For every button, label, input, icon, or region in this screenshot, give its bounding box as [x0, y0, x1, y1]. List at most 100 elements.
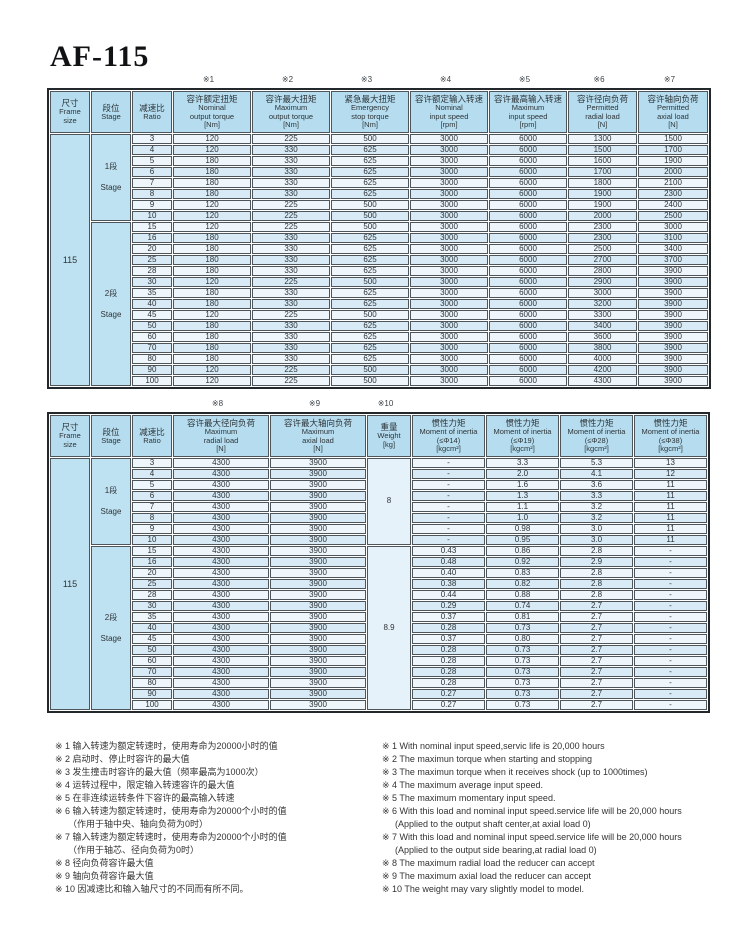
value-cell: 625 [331, 144, 409, 155]
table-row: 80 180 330 625 3000 6000 4000 3900 [50, 353, 708, 364]
value-cell: 330 [252, 232, 330, 243]
table-row: 25 4300 3900 0.38 0.82 2.8- [50, 578, 707, 589]
footnote-line: ※ 4 The maximum average input speed. [382, 780, 543, 790]
value-cell: 4300 [173, 578, 269, 589]
footnotes-chinese: ※ 1 输入转速为额定转速时，使用寿命为20000小时的值 ※ 2 启动时、停止时… [55, 740, 375, 896]
value-cell: 500 [331, 199, 409, 210]
value-cell: 120 [173, 199, 251, 210]
value-cell: 2.8 [560, 567, 633, 578]
value-cell: 3900 [638, 342, 708, 353]
value-cell: - [634, 589, 707, 600]
footnote-line: ※ 10 The weight may vary slightly model … [382, 884, 584, 894]
value-cell: 180 [173, 320, 251, 331]
ratio-cell: 20 [132, 567, 172, 578]
value-cell: 0.28 [412, 644, 485, 655]
value-cell: 625 [331, 298, 409, 309]
value-cell: 2.7 [560, 633, 633, 644]
stage-label-zh: 2段 [104, 612, 118, 622]
value-cell: - [634, 666, 707, 677]
ratio-cell: 35 [132, 611, 172, 622]
value-cell: 0.28 [412, 622, 485, 633]
header-label-en: Maximum [301, 427, 335, 436]
table-row: 70 180 330 625 3000 6000 3800 3900 [50, 342, 708, 353]
value-cell: 6000 [489, 342, 567, 353]
value-cell: 2.7 [560, 611, 633, 622]
value-cell: 3900 [638, 298, 708, 309]
header-label-en: Nominal [198, 103, 226, 112]
value-cell: 0.73 [486, 622, 559, 633]
column-header-stage: 段位 Stage [91, 91, 131, 133]
value-cell: 180 [173, 177, 251, 188]
value-cell: 120 [173, 375, 251, 386]
ratio-cell: 28 [132, 589, 172, 600]
value-cell: - [412, 457, 485, 468]
table-row: 28 4300 3900 0.44 0.88 2.8- [50, 589, 707, 600]
value-cell: 2300 [638, 188, 708, 199]
header-label-en: axial load [302, 435, 334, 445]
footnote-line: （作用于轴芯、径向负荷为0时） [68, 845, 200, 855]
header-label-en: [N] [668, 120, 678, 129]
value-cell: 2500 [638, 210, 708, 221]
value-cell: 1700 [638, 144, 708, 155]
value-cell: 4300 [173, 556, 269, 567]
value-cell: 1700 [568, 166, 637, 177]
value-cell: 6000 [489, 166, 567, 177]
footnote-line: ※ 6 输入转速为额定转速时，使用寿命为20000个小时的值 [55, 806, 287, 816]
ratio-cell: 25 [132, 254, 172, 265]
value-cell: 330 [252, 331, 330, 342]
value-cell: - [412, 479, 485, 490]
value-cell: 180 [173, 232, 251, 243]
ratio-cell: 70 [132, 342, 172, 353]
value-cell: 3000 [410, 265, 488, 276]
load-weight-inertia-table: 尺寸 Frame size 段位 Stage 减速比 Ratio 容许最大径向负荷 Maximu… [47, 412, 710, 713]
value-cell: 4300 [173, 699, 269, 710]
column-header-permitted-radial-load: 容许径向负荷 Permitted radial load [N] [568, 91, 637, 133]
value-cell: 0.73 [486, 677, 559, 688]
value-cell: 3900 [270, 699, 366, 710]
header-label-zh: 容许额定输入转速 [414, 94, 483, 104]
value-cell: 6000 [489, 287, 567, 298]
table-row: 90 120 225 500 3000 6000 4200 3900 [50, 364, 708, 375]
table-row: 60 4300 3900 0.28 0.73 2.7- [50, 655, 707, 666]
value-cell: 6000 [489, 254, 567, 265]
ratio-cell: 70 [132, 666, 172, 677]
value-cell: 0.88 [486, 589, 559, 600]
table-row: 2段 Stage 15 120 225 500 3000 6000 2300 3000 [50, 221, 708, 386]
value-cell: 1900 [568, 188, 637, 199]
value-cell: 0.74 [486, 600, 559, 611]
value-cell: 3000 [410, 177, 488, 188]
header-label-en: (≤Φ38) [658, 435, 683, 445]
value-cell: 625 [331, 155, 409, 166]
table-row: 10 4300 3900 -0.95 3.0 11 [50, 534, 707, 545]
value-cell: - [634, 622, 707, 633]
header-label-zh: 惯性力矩 [431, 418, 466, 428]
value-cell: 225 [252, 199, 330, 210]
torque-speed-load-table: 尺寸 Frame size 段位 Stage 减速比 Ratio 容许额定扭矩 Nominal o… [47, 88, 711, 389]
header-label-en: size [63, 439, 77, 449]
column-header-moment-of-inertia-19: 惯性力矩 Moment of inertia (≤Φ19) [kgcm²] [486, 415, 559, 457]
header-label-zh: 容许最大轴向负荷 [283, 418, 352, 428]
value-cell: 2100 [638, 177, 708, 188]
value-cell: 330 [252, 254, 330, 265]
header-label-en: [kgcm²] [510, 444, 535, 453]
table-row: 30 4300 3900 0.29 0.74 2.7- [50, 600, 707, 611]
value-cell: 500 [331, 364, 409, 375]
column-header-frame-size: 尺寸 Frame size [50, 91, 90, 133]
value-cell: 3.3 [560, 490, 633, 501]
header-label-en: Permitted [586, 103, 619, 112]
value-cell: 3600 [568, 331, 637, 342]
value-cell: 0.27 [412, 699, 485, 710]
ratio-cell: 3 [132, 457, 172, 468]
header-label-en: [kg] [382, 439, 396, 449]
stage-cell-1: 1段 Stage [91, 133, 131, 221]
value-cell: 4300 [173, 611, 269, 622]
ratio-cell: 60 [132, 655, 172, 666]
value-cell: 500 [331, 210, 409, 221]
table-row: 45 120 225 500 3000 6000 3300 3900 [50, 309, 708, 320]
header-label-en: Stage [101, 111, 121, 121]
header-label-en: Maximum [511, 103, 545, 112]
value-cell: 0.38 [412, 578, 485, 589]
value-cell: 3400 [568, 320, 637, 331]
value-cell: 3900 [270, 655, 366, 666]
ratio-cell: 15 [132, 221, 172, 232]
